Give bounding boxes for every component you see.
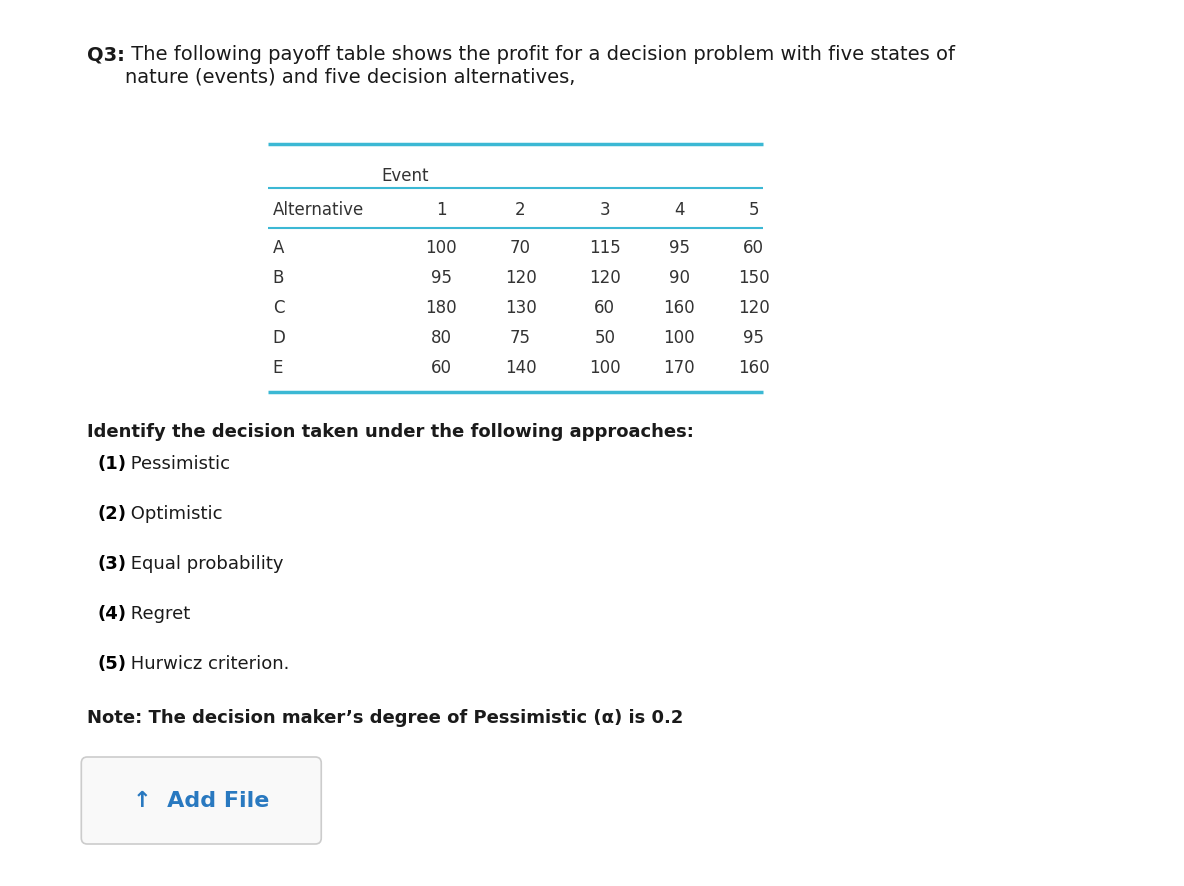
Text: D: D (272, 329, 285, 346)
Text: Event: Event (381, 167, 430, 185)
Text: A: A (272, 238, 284, 257)
Text: 115: 115 (588, 238, 620, 257)
Text: (4): (4) (97, 604, 127, 622)
Text: ↑  Add File: ↑ Add File (133, 790, 270, 811)
Text: 70: 70 (510, 238, 532, 257)
Text: Q3:: Q3: (88, 45, 126, 64)
Text: (2): (2) (97, 504, 127, 523)
Text: Identify the decision taken under the following approaches:: Identify the decision taken under the fo… (88, 423, 694, 440)
Text: 160: 160 (663, 299, 695, 316)
Text: Note: The decision maker’s degree of Pessimistic (α) is 0.2: Note: The decision maker’s degree of Pes… (88, 708, 683, 727)
Text: 50: 50 (594, 329, 616, 346)
Text: Optimistic: Optimistic (126, 504, 223, 523)
Text: Equal probability: Equal probability (126, 555, 283, 572)
Text: 130: 130 (504, 299, 536, 316)
Text: 75: 75 (510, 329, 532, 346)
Text: 4: 4 (674, 201, 684, 219)
Text: Regret: Regret (126, 604, 191, 622)
Text: 100: 100 (425, 238, 457, 257)
Text: The following payoff table shows the profit for a decision problem with five sta: The following payoff table shows the pro… (126, 45, 955, 86)
Text: 3: 3 (599, 201, 610, 219)
Text: 60: 60 (431, 359, 452, 377)
Text: 90: 90 (669, 268, 690, 287)
Text: (3): (3) (97, 555, 127, 572)
Text: Alternative: Alternative (272, 201, 363, 219)
Text: 5: 5 (748, 201, 759, 219)
Text: 1: 1 (436, 201, 446, 219)
Text: 140: 140 (504, 359, 536, 377)
Text: Pessimistic: Pessimistic (126, 455, 230, 472)
Text: 95: 95 (744, 329, 764, 346)
Text: 170: 170 (663, 359, 695, 377)
Text: 100: 100 (588, 359, 620, 377)
Text: E: E (272, 359, 283, 377)
Text: (1): (1) (97, 455, 127, 472)
Text: 120: 120 (588, 268, 620, 287)
Text: 180: 180 (425, 299, 457, 316)
Text: B: B (272, 268, 284, 287)
Text: 150: 150 (738, 268, 770, 287)
Text: 95: 95 (431, 268, 452, 287)
Text: 2: 2 (515, 201, 526, 219)
Text: 120: 120 (738, 299, 770, 316)
FancyBboxPatch shape (82, 758, 321, 844)
Text: 95: 95 (669, 238, 690, 257)
Text: 120: 120 (504, 268, 536, 287)
Text: 60: 60 (744, 238, 764, 257)
Text: 160: 160 (738, 359, 770, 377)
Text: (5): (5) (97, 654, 127, 672)
Text: Hurwicz criterion.: Hurwicz criterion. (126, 654, 289, 672)
Text: 100: 100 (663, 329, 695, 346)
Text: 60: 60 (594, 299, 616, 316)
Text: 80: 80 (431, 329, 452, 346)
Text: C: C (272, 299, 284, 316)
